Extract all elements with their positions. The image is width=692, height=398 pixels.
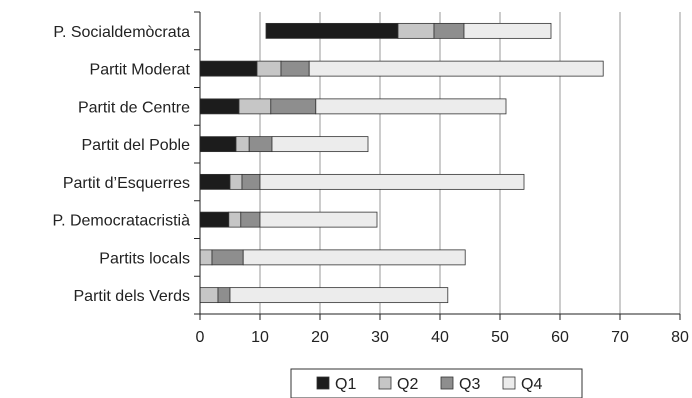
bar-q4-0 bbox=[463, 22, 552, 39]
bar-q1-4 bbox=[199, 173, 231, 190]
bar-q4-1 bbox=[308, 60, 604, 77]
x-tick-label: 70 bbox=[611, 329, 629, 346]
bar-q2-3 bbox=[235, 136, 250, 153]
category-label: P. Democratacristià bbox=[52, 213, 190, 230]
category-label: Partit dels Verds bbox=[74, 288, 191, 305]
bar-q3-2 bbox=[270, 98, 317, 115]
bar-q4-4 bbox=[259, 173, 525, 190]
x-tick-label: 50 bbox=[491, 329, 509, 346]
legend: Q1 Q2 Q3 Q4 bbox=[290, 368, 583, 398]
bar-q4-3 bbox=[271, 136, 369, 153]
legend-swatch-q2 bbox=[378, 376, 392, 390]
category-label: P. Socialdemòcrata bbox=[53, 24, 190, 41]
bar-q2-2 bbox=[238, 98, 272, 115]
bars bbox=[199, 22, 604, 304]
bar-q4-5 bbox=[259, 211, 378, 228]
legend-swatch-q4 bbox=[502, 376, 516, 390]
x-tick-label: 20 bbox=[311, 329, 329, 346]
x-tick-label: 0 bbox=[196, 329, 205, 346]
legend-label-q1: Q1 bbox=[335, 376, 356, 393]
legend-label-q3: Q3 bbox=[459, 376, 480, 393]
bar-q2-0 bbox=[397, 22, 435, 39]
legend-box bbox=[290, 368, 583, 398]
bar-q3-4 bbox=[241, 173, 261, 190]
bar-q3-5 bbox=[240, 211, 261, 228]
legend-label-q4: Q4 bbox=[521, 376, 542, 393]
bar-q3-3 bbox=[248, 136, 273, 153]
bar-q2-5 bbox=[228, 211, 242, 228]
bar-q3-0 bbox=[433, 22, 465, 39]
x-tick-label: 40 bbox=[431, 329, 449, 346]
category-label: Partits locals bbox=[99, 250, 190, 267]
bar-q4-6 bbox=[242, 249, 466, 266]
category-label: Partit d’Esquerres bbox=[63, 175, 190, 192]
x-tick-label: 30 bbox=[371, 329, 389, 346]
legend-label-q2: Q2 bbox=[397, 376, 418, 393]
bar-q2-4 bbox=[229, 173, 243, 190]
category-label: Partit Moderat bbox=[90, 62, 191, 79]
bar-q4-7 bbox=[229, 287, 449, 304]
legend-swatch-q1 bbox=[316, 376, 330, 390]
bar-q4-2 bbox=[315, 98, 507, 115]
bar-q3-1 bbox=[280, 60, 310, 77]
bar-q3-7 bbox=[217, 287, 231, 304]
x-tick-label: 60 bbox=[551, 329, 569, 346]
x-tick-label: 10 bbox=[251, 329, 269, 346]
bar-q1-3 bbox=[199, 136, 237, 153]
bar-q2-6 bbox=[199, 249, 213, 266]
category-label: Partit del Poble bbox=[81, 137, 190, 154]
category-label: Partit de Centre bbox=[78, 99, 190, 116]
grid-lines bbox=[259, 12, 681, 314]
bar-q1-2 bbox=[199, 98, 240, 115]
bar-q1-1 bbox=[199, 60, 258, 77]
bar-q2-7 bbox=[199, 287, 219, 304]
category-labels: P. Socialdemòcrata Partit Moderat Partit d… bbox=[52, 24, 190, 305]
legend-swatch-q3 bbox=[440, 376, 454, 390]
x-axis: 0 10 20 30 40 50 60 70 80 bbox=[194, 11, 689, 346]
bar-q2-1 bbox=[256, 60, 282, 77]
bar-q3-6 bbox=[211, 249, 244, 266]
bar-q1-0 bbox=[265, 22, 399, 39]
bar-q1-5 bbox=[199, 211, 230, 228]
x-tick-label: 80 bbox=[671, 329, 689, 346]
